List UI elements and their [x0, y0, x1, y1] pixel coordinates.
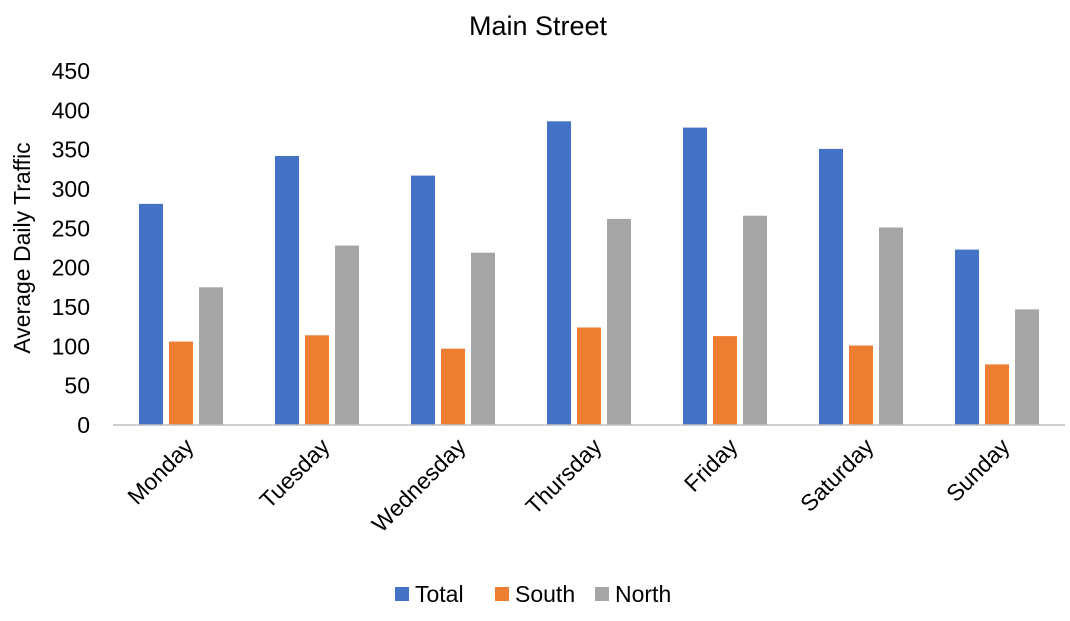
legend: Total South North — [395, 581, 671, 607]
y-tick-label: 400 — [52, 97, 90, 123]
y-tick-label: 250 — [52, 215, 90, 241]
bar-total-monday — [139, 203, 163, 425]
category-labels: Monday Tuesday Wednesday Thursday Friday Satu… — [122, 433, 1015, 537]
legend-label-north: North — [615, 581, 671, 607]
bar-north-wednesday — [471, 252, 495, 425]
x-tick-label-wednesday: Wednesday — [367, 433, 471, 537]
bar-south-tuesday — [305, 335, 329, 425]
bar-total-thursday — [547, 121, 571, 426]
y-axis-title: Average Daily Traffic — [9, 142, 35, 353]
bar-south-friday — [713, 336, 737, 425]
bar-north-friday — [743, 215, 767, 425]
bar-south-saturday — [849, 345, 873, 425]
bar-north-thursday — [607, 218, 631, 425]
bar-total-friday — [683, 127, 707, 425]
x-tick-label-sunday: Sunday — [941, 433, 1015, 507]
chart-title: Main Street — [469, 11, 608, 41]
legend-swatch-north — [595, 587, 609, 601]
bar-total-sunday — [955, 249, 979, 425]
bar-north-sunday — [1015, 309, 1039, 425]
y-tick-label: 200 — [52, 255, 90, 281]
x-tick-label-tuesday: Tuesday — [254, 433, 335, 514]
x-tick-label-thursday: Thursday — [520, 433, 607, 520]
bar-south-wednesday — [441, 348, 465, 425]
bars — [139, 121, 1039, 426]
bar-south-thursday — [577, 327, 601, 425]
legend-label-south: South — [515, 581, 575, 607]
bar-north-monday — [199, 287, 223, 425]
y-axis-ticks: 0 50 100 150 200 250 300 350 400 450 — [52, 58, 90, 438]
y-tick-label: 50 — [64, 373, 90, 399]
y-tick-label: 450 — [52, 58, 90, 84]
bar-total-wednesday — [411, 175, 435, 425]
y-tick-label: 0 — [77, 412, 90, 438]
y-tick-label: 100 — [52, 333, 90, 359]
bar-total-saturday — [819, 148, 843, 425]
legend-label-total: Total — [415, 581, 464, 607]
legend-swatch-south — [495, 587, 509, 601]
bar-south-sunday — [985, 364, 1009, 425]
bar-north-tuesday — [335, 245, 359, 425]
y-tick-label: 150 — [52, 294, 90, 320]
bar-south-monday — [169, 341, 193, 425]
bar-north-saturday — [879, 227, 903, 425]
legend-swatch-total — [395, 587, 409, 601]
x-tick-label-monday: Monday — [122, 433, 199, 510]
bar-total-tuesday — [275, 156, 299, 425]
x-tick-label-friday: Friday — [679, 433, 743, 497]
y-tick-label: 350 — [52, 137, 90, 163]
y-tick-label: 300 — [52, 176, 90, 202]
x-tick-label-saturday: Saturday — [795, 433, 879, 517]
